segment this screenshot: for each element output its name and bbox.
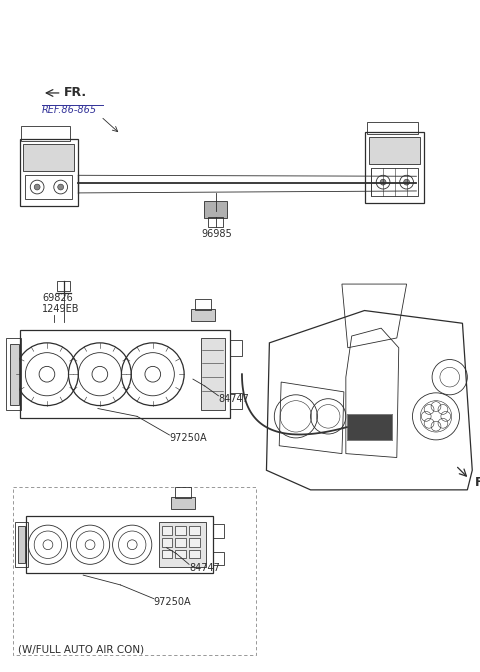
Text: 69826: 69826 <box>42 293 73 303</box>
Bar <box>22 126 71 141</box>
Bar <box>372 169 419 196</box>
Bar <box>12 487 256 655</box>
Bar <box>162 550 172 558</box>
Text: 84747: 84747 <box>218 394 249 404</box>
Bar <box>175 487 191 498</box>
Bar <box>189 526 200 535</box>
Bar <box>204 201 227 218</box>
Bar <box>191 308 215 321</box>
Bar <box>201 338 225 411</box>
Text: REF.86-865: REF.86-865 <box>42 105 97 115</box>
Bar <box>230 393 242 409</box>
Bar <box>175 538 186 547</box>
Bar <box>26 516 213 573</box>
Bar <box>6 338 22 411</box>
Bar <box>20 139 78 206</box>
Bar <box>213 524 224 538</box>
Text: FR.: FR. <box>475 476 480 489</box>
Text: (W/FULL AUTO AIR CON): (W/FULL AUTO AIR CON) <box>18 644 144 655</box>
Bar <box>171 497 195 509</box>
Bar <box>14 522 28 567</box>
Bar <box>10 344 19 405</box>
Bar <box>20 330 230 418</box>
Bar <box>162 526 172 535</box>
Circle shape <box>380 179 386 185</box>
Text: 97250A: 97250A <box>154 597 192 607</box>
Bar <box>57 281 71 291</box>
Circle shape <box>58 184 63 190</box>
Bar <box>347 415 392 440</box>
Circle shape <box>34 184 40 190</box>
Bar <box>162 538 172 547</box>
Bar <box>347 415 392 440</box>
Bar <box>189 550 200 558</box>
Text: 96985: 96985 <box>202 229 232 239</box>
Bar <box>195 299 211 310</box>
Bar <box>230 340 242 355</box>
Bar <box>365 132 424 203</box>
Text: 84747: 84747 <box>189 563 220 573</box>
Circle shape <box>404 179 409 185</box>
Bar <box>18 526 25 563</box>
Bar <box>208 218 223 227</box>
Text: 1249EB: 1249EB <box>42 304 80 314</box>
Text: FR.: FR. <box>63 87 87 99</box>
Bar <box>24 144 74 171</box>
Bar <box>175 550 186 558</box>
Bar <box>370 137 420 165</box>
Bar <box>175 526 186 535</box>
Bar <box>25 175 72 199</box>
Bar <box>159 522 206 567</box>
Bar <box>213 552 224 565</box>
Bar <box>189 538 200 547</box>
Text: 97250A: 97250A <box>169 433 207 443</box>
Bar <box>367 122 419 134</box>
